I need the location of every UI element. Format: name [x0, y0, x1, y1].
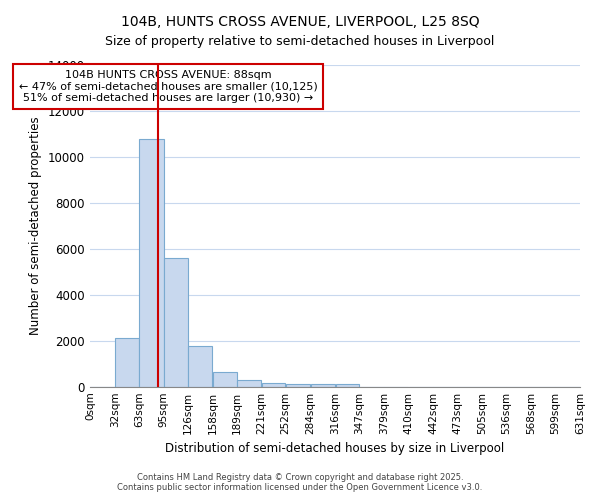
Bar — [335, 384, 359, 386]
Bar — [286, 384, 310, 386]
Text: Size of property relative to semi-detached houses in Liverpool: Size of property relative to semi-detach… — [106, 35, 494, 48]
Bar — [188, 346, 212, 387]
Bar — [164, 258, 188, 386]
Bar — [213, 372, 236, 386]
Bar — [139, 138, 164, 386]
Text: 104B HUNTS CROSS AVENUE: 88sqm
← 47% of semi-detached houses are smaller (10,125: 104B HUNTS CROSS AVENUE: 88sqm ← 47% of … — [19, 70, 318, 103]
Bar — [115, 338, 139, 386]
Bar — [237, 380, 262, 386]
Text: Contains HM Land Registry data © Crown copyright and database right 2025.
Contai: Contains HM Land Registry data © Crown c… — [118, 473, 482, 492]
Text: 104B, HUNTS CROSS AVENUE, LIVERPOOL, L25 8SQ: 104B, HUNTS CROSS AVENUE, LIVERPOOL, L25… — [121, 15, 479, 29]
Bar — [311, 384, 335, 386]
X-axis label: Distribution of semi-detached houses by size in Liverpool: Distribution of semi-detached houses by … — [166, 442, 505, 455]
Y-axis label: Number of semi-detached properties: Number of semi-detached properties — [29, 116, 43, 335]
Bar — [262, 383, 286, 386]
